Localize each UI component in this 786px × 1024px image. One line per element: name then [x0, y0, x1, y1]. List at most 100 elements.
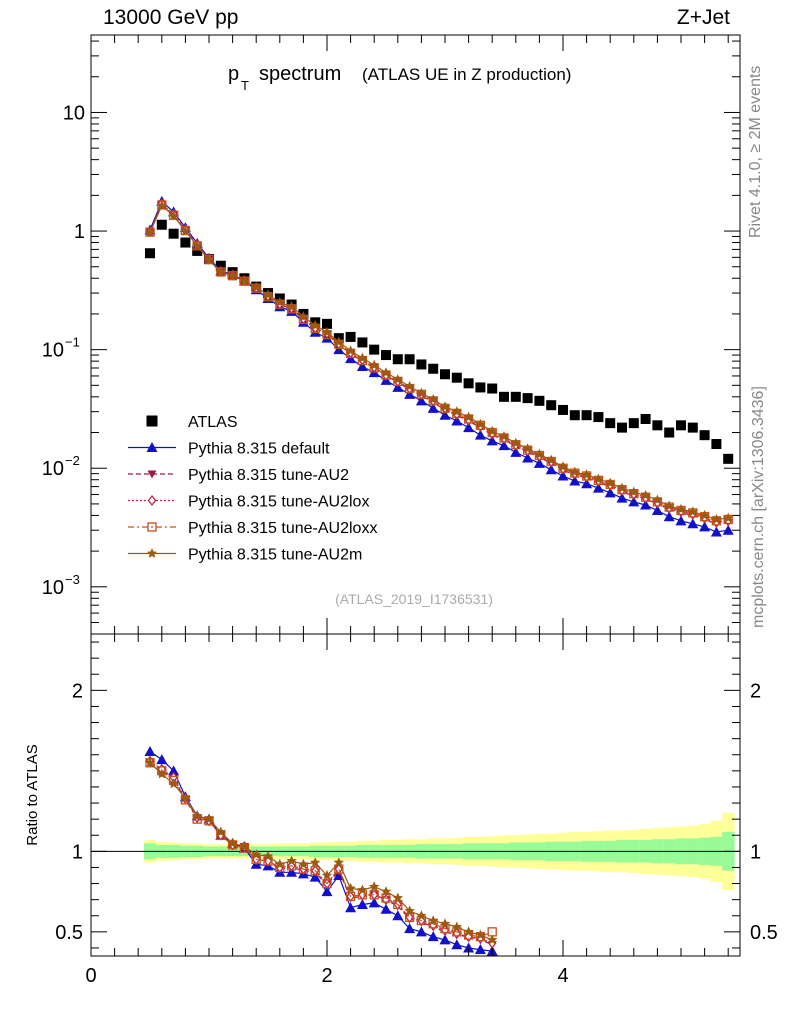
ratio-point	[356, 898, 368, 909]
data-point	[404, 380, 415, 391]
ratio-point	[427, 931, 439, 942]
data-point	[534, 395, 545, 406]
data-point	[274, 296, 285, 307]
data-point	[676, 420, 686, 431]
data-point	[569, 466, 580, 477]
data-point	[616, 482, 628, 493]
legend-label: Pythia 8.315 default	[188, 441, 330, 458]
data-point	[239, 275, 250, 286]
data-point	[628, 486, 639, 497]
data-point	[628, 418, 639, 429]
x-axis-labels: 0 2 4	[85, 965, 568, 987]
data-point	[392, 374, 403, 384]
ratio-point	[215, 826, 226, 837]
ratio-point	[368, 897, 380, 908]
title-detail: (ATLAS UE in Z production)	[362, 65, 571, 84]
ratio-series-4	[144, 757, 498, 945]
data-point	[416, 359, 427, 370]
data-point	[345, 345, 356, 356]
data-point	[356, 361, 368, 372]
data-point	[369, 344, 380, 355]
ratio-point	[392, 892, 403, 903]
data-point	[605, 477, 616, 488]
ratio-point	[475, 929, 486, 940]
data-point	[404, 354, 415, 365]
legend-label: Pythia 8.315 tune-AU2	[188, 467, 349, 484]
legend-marker	[147, 494, 157, 507]
ratio-point	[404, 905, 415, 916]
data-point	[192, 245, 203, 256]
data-point	[546, 400, 557, 411]
ratio-point	[369, 890, 379, 900]
rivet-version-label: Rivet 4.1.0, ≥ 2M events	[747, 66, 764, 238]
data-point	[322, 318, 332, 329]
ratio-point	[487, 934, 498, 945]
data-point	[180, 237, 191, 248]
data-point	[651, 505, 663, 516]
data-point	[687, 422, 698, 433]
data-point	[722, 524, 734, 535]
legend-entry-2: Pythia 8.315 tune-AU2	[128, 467, 349, 484]
data-point	[616, 492, 628, 503]
ratio-point	[192, 810, 203, 821]
data-point	[345, 331, 356, 342]
data-point	[416, 387, 427, 398]
data-point	[474, 429, 486, 440]
ratio-point	[404, 923, 416, 934]
data-point	[498, 431, 510, 441]
data-point	[652, 420, 663, 431]
ratio-point	[227, 837, 238, 848]
ratio-point	[262, 850, 274, 861]
data-point	[711, 439, 722, 450]
data-point	[192, 240, 203, 251]
data-point	[581, 410, 592, 421]
data-point	[710, 526, 722, 537]
data-point	[522, 452, 534, 463]
data-point	[498, 440, 510, 451]
data-point	[640, 414, 651, 425]
data-point	[369, 359, 380, 370]
data-point	[475, 382, 486, 393]
data-point	[451, 415, 463, 426]
series-1	[144, 195, 734, 537]
ratio-point	[239, 841, 250, 851]
ratio-point	[203, 813, 215, 824]
data-point	[628, 496, 640, 507]
data-point	[557, 461, 569, 472]
ratio-point	[168, 765, 180, 776]
ratio-ticks: 0.5 0.5 1 1 2 2	[55, 634, 778, 956]
data-point	[593, 412, 604, 423]
data-point	[321, 326, 333, 337]
ratio-point	[380, 903, 392, 914]
ratio-y-tick-label-right: 0.5	[750, 922, 778, 944]
legend-label: Pythia 8.315 tune-AU2loxx	[188, 520, 377, 537]
data-point	[675, 503, 687, 514]
main-y-tick-exponent: −1	[65, 335, 80, 350]
data-point	[652, 494, 663, 505]
data-point	[604, 487, 616, 498]
main-y-tick-label: 10	[63, 102, 85, 124]
data-point	[558, 404, 568, 415]
data-point	[711, 513, 722, 524]
ratio-point	[474, 944, 486, 955]
data-point	[439, 409, 451, 420]
data-point	[581, 478, 593, 489]
data-point	[463, 378, 474, 389]
legend-label: ATLAS	[188, 414, 238, 431]
data-point	[664, 427, 675, 438]
legend-marker	[146, 415, 158, 427]
ratio-point	[345, 902, 357, 913]
ratio-point	[251, 849, 262, 859]
legend-entry-4: Pythia 8.315 tune-AU2loxx	[128, 520, 377, 537]
data-point	[380, 367, 392, 378]
legend-label: Pythia 8.315 tune-AU2m	[188, 547, 362, 564]
main-frame	[90, 34, 741, 635]
main-series	[144, 195, 734, 537]
ratio-series	[144, 746, 498, 956]
data-point	[251, 281, 262, 292]
ratio-point	[286, 855, 297, 866]
legend-entry-1: Pythia 8.315 default	[128, 441, 330, 458]
data-point	[533, 457, 545, 468]
